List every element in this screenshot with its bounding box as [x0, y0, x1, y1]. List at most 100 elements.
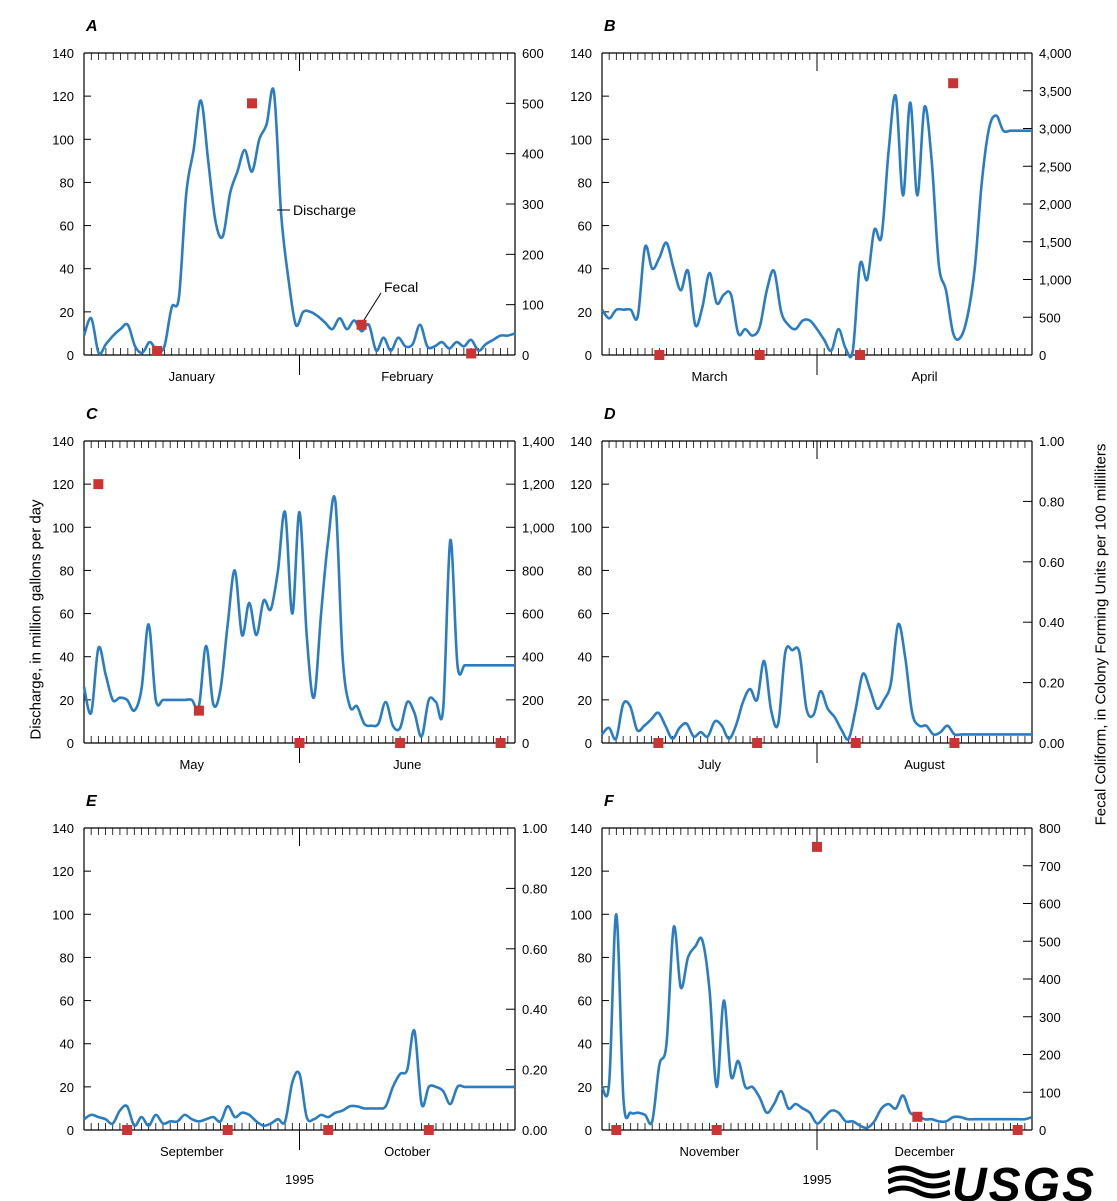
panel-b-discharge-line [600, 93, 1032, 359]
panel-e-right-tick-label: 0.20 [522, 1063, 547, 1078]
panel-f-right-tick-label: 0 [1039, 1123, 1046, 1138]
panel-b-left-tick-label: 0 [585, 348, 592, 363]
panel-c-discharge-line [82, 495, 515, 738]
panel-a-fecal-point [356, 319, 367, 330]
panel-f-left-tick-label: 0 [585, 1123, 592, 1138]
panel-c-right-tick-label: 1,400 [522, 434, 555, 449]
panel-b-left-tick-label: 40 [578, 262, 592, 277]
panel-f-fecal-point [812, 841, 822, 852]
panel-e-right-tick-label: 0.40 [522, 1002, 547, 1017]
panel-f-fecal-point [912, 1111, 923, 1122]
panel-f-discharge-line [600, 912, 1033, 1130]
panel-e-left-tick-label: 40 [60, 1037, 74, 1052]
panel-b-left-tick-label: 120 [570, 89, 592, 104]
panel-f-fecal-point [611, 1125, 622, 1135]
panel-d-left-tick-label: 100 [570, 520, 592, 535]
panel-d-discharge-line [601, 622, 1032, 741]
panel-a-right-tick-label: 500 [522, 96, 544, 111]
panel-c-right-tick-label: 600 [522, 607, 544, 622]
panel-c-month-label: May [179, 757, 204, 772]
panel-d-month-label: August [904, 757, 945, 772]
panel-e-right-tick-label: 1.00 [522, 821, 547, 836]
panel-f-month-label: December [895, 1144, 956, 1159]
panel-f-left-tick-label: 120 [570, 864, 592, 879]
panel-a-left-tick-label: 120 [52, 89, 74, 104]
panel-d-right-tick-label: 1.00 [1039, 434, 1064, 449]
panel-c-fecal-point [495, 738, 506, 748]
right-axis-title: Fecal Coliform, in Colony Forming Units … [1092, 443, 1110, 826]
panel-a-fecal-label: Fecal [384, 279, 418, 295]
panel-e-left-tick-label: 80 [60, 950, 74, 965]
panel-a-left-tick-label: 0 [67, 348, 74, 363]
panel-c-fecal-point [93, 479, 104, 490]
panel-b-right-tick-label: 3,000 [1039, 122, 1072, 137]
panel-a-fecal-leader [363, 292, 382, 321]
panel-a-fecal-point [247, 98, 258, 109]
panel-b-fecal-point [754, 350, 765, 360]
panel-b-right-tick-label: 1,000 [1039, 273, 1072, 288]
panel-a-left-tick-label: 80 [60, 175, 74, 190]
panel-c-fecal-point [294, 738, 305, 748]
panel-e-left-tick-label: 0 [67, 1123, 74, 1138]
panel-a-right-tick-label: 200 [522, 247, 544, 262]
panel-e-left-tick-label: 140 [52, 821, 74, 836]
panel-d-left-tick-label: 140 [570, 434, 592, 449]
panel-d-fecal-point [949, 738, 960, 748]
panel-f-right-tick-label: 100 [1039, 1085, 1061, 1100]
panel-b-right-tick-label: 500 [1039, 310, 1061, 325]
panel-d-left-tick-label: 20 [578, 693, 592, 708]
panel-b-right-tick-label: 3,500 [1039, 84, 1072, 99]
panel-a-discharge-label: Discharge [293, 202, 356, 218]
panel-a-right-tick-label: 100 [522, 298, 544, 313]
panel-b-left-tick-label: 80 [578, 175, 592, 190]
panel-c-left-tick-label: 120 [52, 477, 74, 492]
panel-b-right-tick-label: 0 [1039, 348, 1046, 363]
panel-a-left-tick-label: 60 [60, 219, 74, 234]
panel-a-left-tick-label: 20 [60, 305, 74, 320]
panel-e-left-tick-label: 120 [52, 864, 74, 879]
panel-e-left-tick-label: 20 [60, 1080, 74, 1095]
panel-e-year-label: 1995 [285, 1172, 314, 1187]
panel-d-month-label: July [698, 757, 722, 772]
panel-a-right-tick-label: 300 [522, 197, 544, 212]
panel-e-right-tick-label: 0.00 [522, 1123, 547, 1138]
panel-b-left-tick-label: 20 [578, 305, 592, 320]
panel-d-letter: D [604, 406, 616, 423]
panel-b-right-tick-label: 2,000 [1039, 197, 1072, 212]
panel-f-fecal-point [711, 1125, 722, 1135]
panel-d-fecal-point [752, 738, 763, 748]
panel-d-left-tick-label: 40 [578, 650, 592, 665]
panel-f-left-tick-label: 80 [578, 950, 592, 965]
panel-b-month-label: April [911, 369, 937, 384]
panel-a-left-tick-label: 140 [52, 46, 74, 61]
panel-f-right-tick-label: 600 [1039, 897, 1061, 912]
panel-f-year-label: 1995 [803, 1172, 832, 1187]
usgs-wave-icon [888, 1165, 950, 1199]
panel-c-right-tick-label: 1,000 [522, 520, 555, 535]
panel-f-fecal-point [1012, 1125, 1023, 1135]
panel-d-right-tick-label: 0.60 [1039, 555, 1064, 570]
panel-d-right-tick-label: 0.20 [1039, 676, 1064, 691]
panel-a-right-tick-label: 400 [522, 147, 544, 162]
panel-f-letter: F [604, 793, 615, 810]
panel-f-left-tick-label: 60 [578, 994, 592, 1009]
panel-e-right-tick-label: 0.80 [522, 881, 547, 896]
panel-d-left-tick-label: 60 [578, 607, 592, 622]
panel-b-fecal-point [654, 350, 665, 360]
usgs-logo-text: USGS [952, 1164, 1097, 1201]
panel-f-left-tick-label: 40 [578, 1037, 592, 1052]
panel-c-right-tick-label: 0 [522, 736, 529, 751]
panel-c-left-tick-label: 80 [60, 563, 74, 578]
panel-a-discharge-line [82, 87, 516, 356]
panel-a-month-label: February [381, 369, 434, 384]
panel-d-fecal-point [653, 738, 664, 748]
panel-c-left-tick-label: 100 [52, 520, 74, 535]
panel-b-letter: B [604, 18, 616, 35]
panel-f-left-tick-label: 140 [570, 821, 592, 836]
panel-a-right-tick-label: 600 [522, 46, 544, 61]
panel-a-fecal-point [466, 348, 477, 359]
panel-d-left-tick-label: 80 [578, 563, 592, 578]
panel-e-right-tick-label: 0.60 [522, 942, 547, 957]
panel-f-left-tick-label: 20 [578, 1080, 592, 1095]
